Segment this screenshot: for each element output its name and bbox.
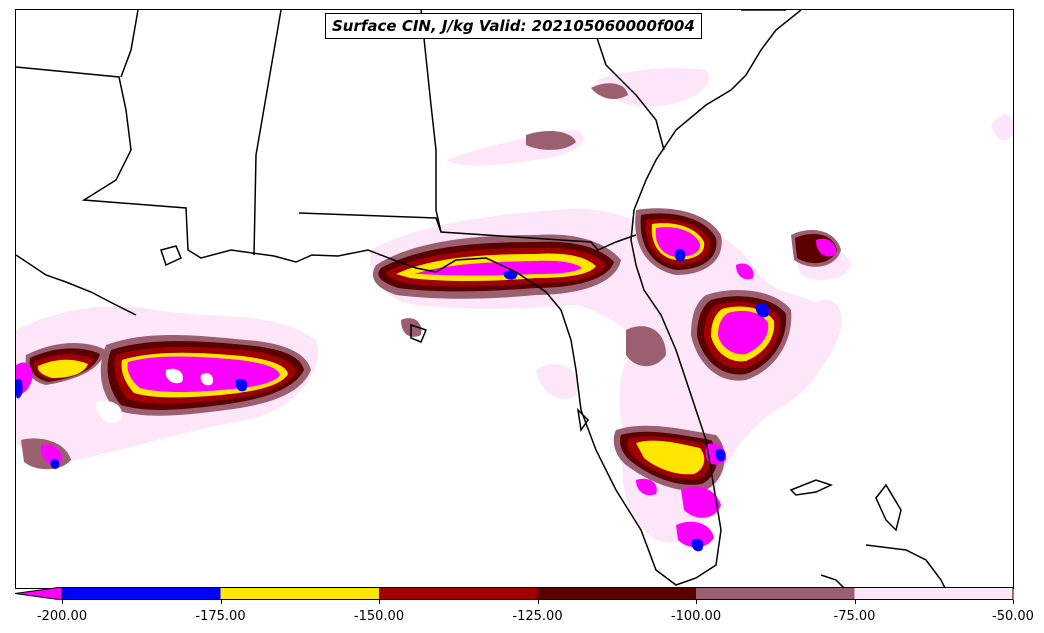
cin-contour-pale [16, 68, 1013, 543]
colorbar-under-triangle [15, 587, 63, 600]
colorbar-tick-label: -200.00 [36, 609, 88, 624]
colorbar-segment [854, 587, 1013, 600]
colorbar-tick-mark [696, 600, 697, 604]
map-panel [15, 9, 1014, 589]
colorbar-tick-label: -150.00 [353, 609, 405, 624]
colorbar-tick-label: -125.00 [512, 609, 563, 624]
colorbar-tick-mark [1013, 600, 1014, 604]
coastline-and-borders [16, 10, 946, 588]
colorbar-segment [62, 587, 221, 600]
colorbar-tick-mark [379, 600, 380, 604]
map-title: Surface CIN, J/kg Valid: 202105060000f00… [325, 13, 702, 39]
colorbar-tick-mark [62, 600, 63, 604]
colorbar-tick-mark [537, 600, 539, 604]
cin-contour-blue [16, 248, 770, 552]
colorbar-segment [537, 587, 696, 600]
colorbar-tick-mark [220, 600, 222, 604]
colorbar-ticks: -200.00 -175.00 -150.00 -125.00 -100.00 -75.0… [0, 600, 1044, 633]
colorbar-tick-mark [854, 600, 856, 604]
colorbar-tick-label: -175.00 [195, 609, 246, 624]
cin-contour-magenta [16, 227, 837, 548]
cin-map [16, 10, 1013, 588]
colorbar-tick-label: -100.00 [670, 609, 722, 624]
colorbar [15, 587, 1014, 600]
cin-gaps [96, 368, 214, 424]
colorbar-segments [62, 587, 1013, 600]
colorbar-tick-label: -50.00 [992, 609, 1034, 624]
colorbar-tick-label: -75.00 [833, 609, 876, 624]
colorbar-frame [61, 587, 1014, 600]
colorbar-segment [379, 587, 538, 600]
colorbar-segment [220, 587, 379, 600]
colorbar-segment [696, 587, 855, 600]
